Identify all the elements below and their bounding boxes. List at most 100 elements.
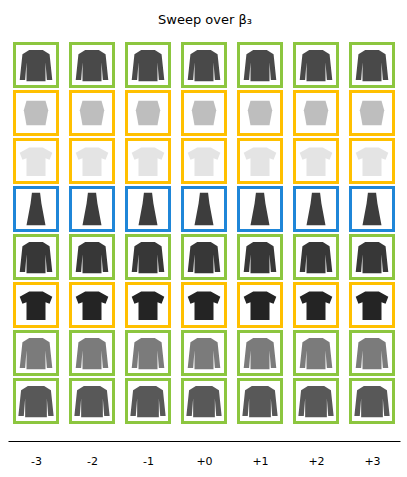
tile-background [237, 330, 283, 376]
garment [188, 50, 221, 81]
tile-background [69, 330, 115, 376]
tile-background [13, 186, 59, 232]
garment [76, 338, 109, 369]
tile-background [349, 42, 395, 88]
tile-border [295, 284, 338, 327]
tile-background [125, 330, 171, 376]
image-tile [293, 330, 339, 376]
garment [195, 193, 214, 226]
tile-border [15, 284, 58, 327]
garment [80, 101, 104, 125]
image-tile [237, 330, 283, 376]
image-tile [349, 330, 395, 376]
image-tile [237, 138, 283, 184]
garment [186, 386, 221, 417]
image-tile [69, 186, 115, 232]
image-tile [237, 42, 283, 88]
garment [300, 291, 333, 320]
image-tile [181, 186, 227, 232]
image-tile [69, 42, 115, 88]
tile-background [237, 90, 283, 136]
image-tile [293, 42, 339, 88]
garment [130, 386, 165, 417]
image-tile [13, 378, 59, 424]
image-tile [293, 282, 339, 328]
tile-border [71, 236, 114, 279]
tile-background [69, 42, 115, 88]
image-tile [13, 186, 59, 232]
tile-border [351, 140, 394, 183]
tile-border [239, 140, 282, 183]
garment [132, 291, 165, 320]
image-tile [125, 378, 171, 424]
tile-background [69, 378, 115, 424]
tick-label: +2 [308, 455, 324, 468]
tile-border [295, 92, 338, 135]
image-tile [349, 282, 395, 328]
tile-background [237, 378, 283, 424]
garment [356, 147, 389, 176]
garment [300, 147, 333, 176]
tile-border [127, 140, 170, 183]
garment [20, 147, 53, 176]
garment [76, 291, 109, 320]
tile-border [71, 380, 114, 423]
tile-background [293, 378, 339, 424]
tile-background [125, 138, 171, 184]
tile-border [295, 380, 338, 423]
tile-border [15, 332, 58, 375]
image-tile [181, 234, 227, 280]
tile-border [15, 188, 58, 231]
tile-background [293, 186, 339, 232]
garment [136, 101, 160, 125]
tile-background [293, 282, 339, 328]
tile-border [183, 284, 226, 327]
garment [244, 338, 277, 369]
tile-border [71, 284, 114, 327]
garment [18, 386, 53, 417]
tile-background [69, 282, 115, 328]
garment [356, 50, 389, 81]
garment [132, 338, 165, 369]
garment [27, 193, 46, 226]
garment [244, 291, 277, 320]
tile-background [125, 186, 171, 232]
garment [242, 386, 277, 417]
tile-background [181, 378, 227, 424]
tile-border [351, 92, 394, 135]
tile-background [69, 138, 115, 184]
tile-background [349, 330, 395, 376]
x-axis: -3-2-1+0+1+2+3 [9, 441, 401, 468]
garment [300, 338, 333, 369]
tile-background [237, 138, 283, 184]
tick-label: -1 [143, 455, 154, 468]
tile-border [239, 284, 282, 327]
tile-border [183, 332, 226, 375]
garment [188, 147, 221, 176]
garment [360, 101, 384, 125]
tile-border [295, 44, 338, 87]
tile-border [183, 92, 226, 135]
image-tile [349, 234, 395, 280]
tile-background [349, 90, 395, 136]
tile-background [125, 234, 171, 280]
garment [356, 291, 389, 320]
image-tile [13, 234, 59, 280]
tile-border [71, 92, 114, 135]
garment [188, 338, 221, 369]
garment [132, 50, 165, 81]
garment [304, 101, 328, 125]
garment [192, 101, 216, 125]
tile-border [15, 44, 58, 87]
garment [354, 386, 389, 417]
tick-label: +0 [196, 455, 212, 468]
tile-border [127, 236, 170, 279]
image-tile [349, 378, 395, 424]
tile-background [13, 90, 59, 136]
tile-background [237, 282, 283, 328]
garment [298, 386, 333, 417]
image-tile [293, 90, 339, 136]
garment [363, 193, 382, 226]
tile-background [13, 378, 59, 424]
image-tile [125, 234, 171, 280]
